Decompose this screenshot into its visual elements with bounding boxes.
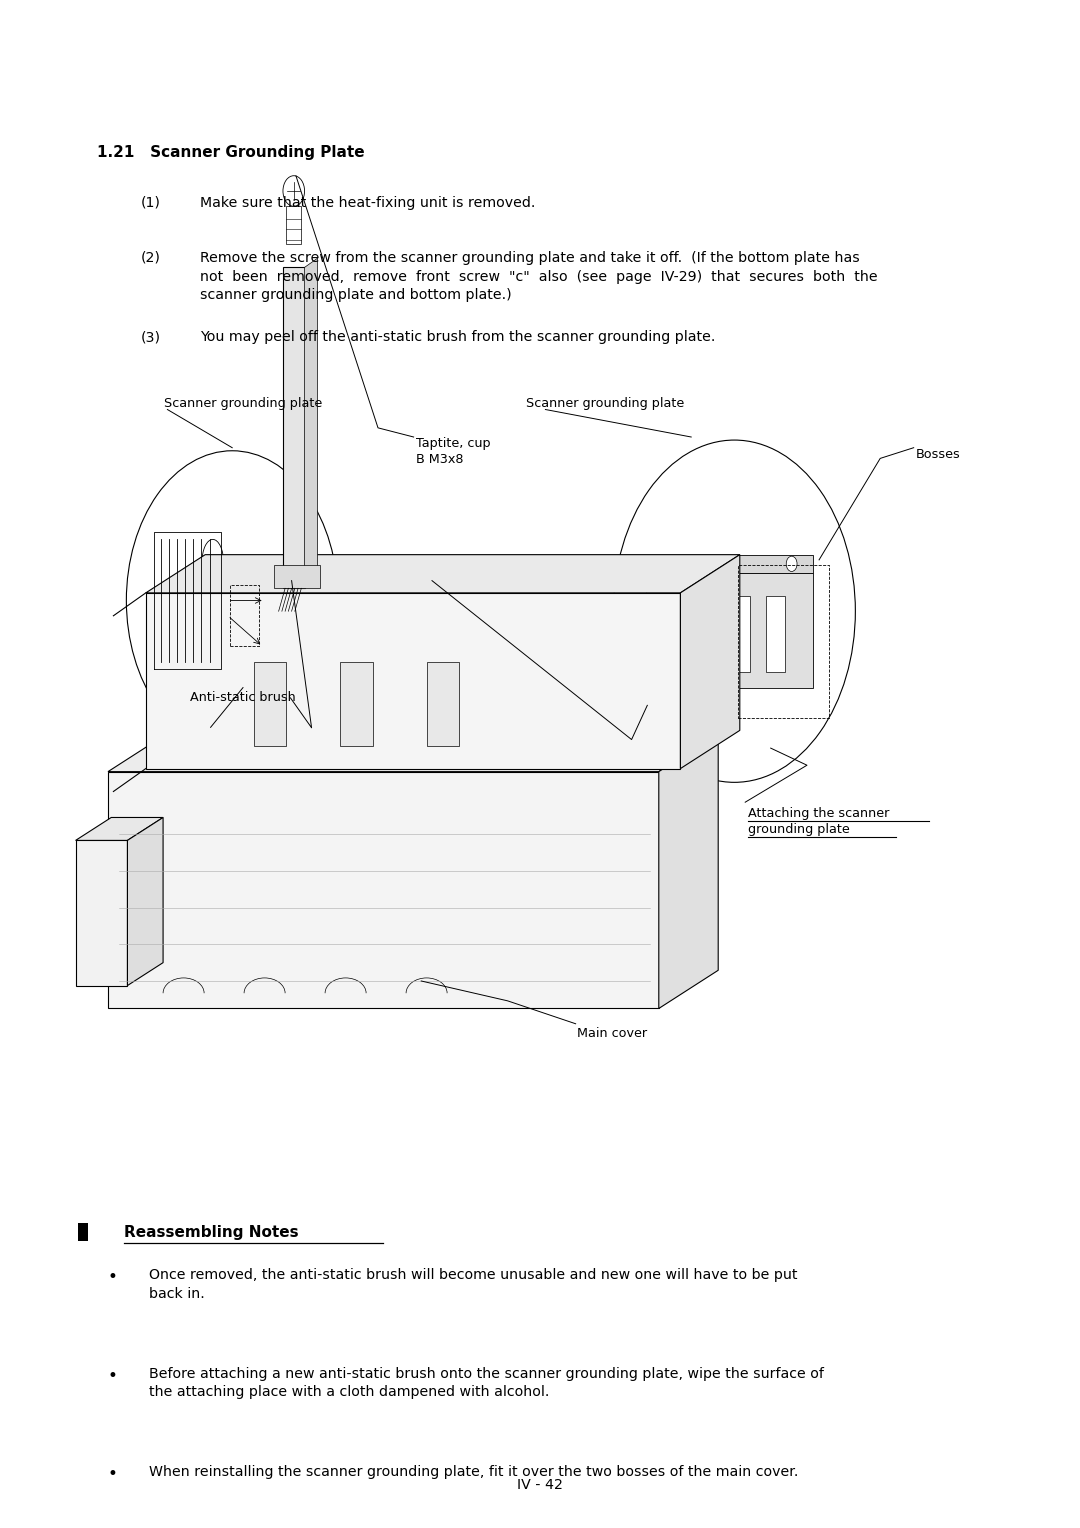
Polygon shape <box>305 258 318 588</box>
Polygon shape <box>680 555 740 769</box>
Text: Scanner grounding plate: Scanner grounding plate <box>164 396 322 410</box>
Bar <box>340 662 373 746</box>
Text: •: • <box>108 1366 118 1384</box>
Text: (3): (3) <box>140 330 161 344</box>
Bar <box>646 573 813 688</box>
Text: Bosses: Bosses <box>916 448 960 461</box>
Text: (2): (2) <box>140 251 160 264</box>
Text: •: • <box>108 1465 118 1484</box>
Bar <box>766 596 785 672</box>
Polygon shape <box>146 555 740 593</box>
Text: Attaching the scanner
grounding plate: Attaching the scanner grounding plate <box>748 807 890 836</box>
Polygon shape <box>108 733 718 772</box>
Bar <box>730 596 750 672</box>
Polygon shape <box>127 817 163 986</box>
Bar <box>646 555 813 573</box>
Bar <box>286 206 301 244</box>
Text: IV - 42: IV - 42 <box>517 1478 563 1491</box>
Text: •: • <box>108 1268 118 1287</box>
Text: Taptite, cup
B M3x8: Taptite, cup B M3x8 <box>416 437 490 466</box>
Text: You may peel off the anti-static brush from the scanner grounding plate.: You may peel off the anti-static brush f… <box>200 330 715 344</box>
Text: When reinstalling the scanner grounding plate, fit it over the two bosses of the: When reinstalling the scanner grounding … <box>149 1465 798 1479</box>
Text: Once removed, the anti-static brush will become unusable and new one will have t: Once removed, the anti-static brush will… <box>149 1268 797 1300</box>
Bar <box>283 267 305 588</box>
Bar <box>108 772 659 1008</box>
Text: Remove the screw from the scanner grounding plate and take it off.  (If the bott: Remove the screw from the scanner ground… <box>200 251 877 303</box>
Text: Make sure that the heat-fixing unit is removed.: Make sure that the heat-fixing unit is r… <box>200 196 536 209</box>
Text: Reassembling Notes: Reassembling Notes <box>124 1225 299 1241</box>
Circle shape <box>786 556 797 571</box>
Bar <box>254 662 286 746</box>
Polygon shape <box>76 817 163 840</box>
Text: 1.21   Scanner Grounding Plate: 1.21 Scanner Grounding Plate <box>97 145 365 160</box>
Bar <box>694 596 714 672</box>
Text: (1): (1) <box>140 196 160 209</box>
Text: Anti-static brush: Anti-static brush <box>190 691 296 704</box>
Text: Main cover: Main cover <box>577 1027 647 1041</box>
Text: Before attaching a new anti-static brush onto the scanner grounding plate, wipe : Before attaching a new anti-static brush… <box>149 1366 824 1400</box>
Circle shape <box>662 556 673 571</box>
Bar <box>76 840 127 986</box>
Text: Scanner grounding plate: Scanner grounding plate <box>526 396 684 410</box>
Bar <box>146 593 680 769</box>
Bar <box>659 596 678 672</box>
Circle shape <box>283 176 305 206</box>
Bar <box>427 662 459 746</box>
Bar <box>274 565 320 588</box>
Polygon shape <box>659 733 718 1008</box>
Bar <box>78 1222 89 1241</box>
